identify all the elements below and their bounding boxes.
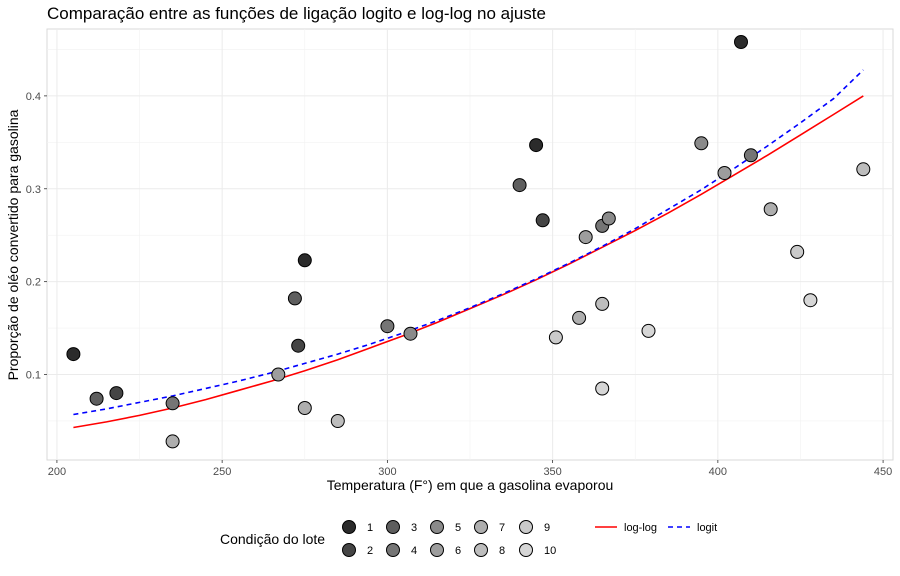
data-point-batch-5 [694,136,709,151]
legend-label-log-log: log-log [624,522,657,534]
data-point-batch-8 [856,162,871,177]
data-point-batch-7 [572,310,587,325]
data-point-batch-6 [578,230,593,245]
data-point-batch-5 [601,211,616,226]
legend-key-batch-9 [519,520,533,534]
data-point-batch-10 [641,323,656,338]
x-tick-label: 250 [213,466,231,478]
legend-lines: log-log logit [595,522,717,534]
x-tick-label: 400 [709,466,727,478]
data-point-batch-6 [717,166,732,180]
data-point-batch-1 [297,253,312,268]
y-axis: 0.1 0.2 0.3 0.4 [26,91,47,382]
y-tick-label: 0.1 [26,370,41,382]
legend-key-batch-5 [430,520,444,534]
legend-key-batch-6 [430,543,444,557]
fitted-curves [73,69,864,429]
legend-key-batch-3 [386,520,400,534]
plot-panel [46,28,894,461]
legend-points: 1 2 3 4 5 6 7 8 9 10 [342,520,556,557]
legend-key-batch-10 [519,543,533,557]
data-point-batch-4 [165,396,180,411]
grid [47,29,893,460]
x-axis: 200 250 300 350 400 450 [48,460,892,478]
legend-label-batch-7: 7 [499,522,505,534]
x-tick-label: 450 [874,466,892,478]
data-point-batch-5 [403,326,418,341]
data-point-batch-2 [291,338,306,353]
series-line-log-log [73,95,864,429]
data-point-batch-3 [512,178,527,193]
legend-label-batch-4: 4 [411,545,417,557]
legend-key-batch-2 [342,543,356,557]
legend-label-batch-9: 9 [544,522,550,534]
x-tick-label: 350 [543,466,561,478]
data-point-batch-3 [89,391,104,406]
data-point-batch-7 [165,434,180,449]
legend-label-batch-1: 1 [367,522,373,534]
x-tick-label: 200 [48,466,66,478]
data-points [66,35,871,449]
legend-title: Condição do lote [220,531,325,547]
data-point-batch-1 [529,138,544,153]
y-tick-label: 0.3 [26,184,41,196]
y-tick-label: 0.2 [26,277,41,289]
legend-key-batch-1 [342,520,356,534]
legend-key-batch-4 [386,543,400,557]
data-point-batch-9 [548,330,563,345]
data-point-batch-7 [763,202,778,217]
data-point-batch-4 [743,148,758,163]
data-point-batch-10 [595,381,610,396]
data-point-batch-3 [287,291,302,306]
legend-label-logit: logit [697,522,717,534]
data-point-batch-8 [330,414,345,428]
data-point-batch-9 [790,244,805,259]
data-point-batch-2 [109,386,124,401]
legend: Condição do lote 1 2 3 4 5 6 7 8 9 10 log-log logi… [220,520,717,557]
x-axis-title: Temperatura (F°) em que a gasolina evapo… [327,477,614,493]
y-axis-title: Proporção de oléo convertido para gasoli… [5,109,21,380]
legend-label-batch-3: 3 [411,522,417,534]
chart-title: Comparação entre as funções de ligação l… [47,4,546,23]
legend-key-batch-8 [474,543,488,557]
data-point-batch-2 [535,213,550,228]
legend-label-batch-5: 5 [455,522,461,534]
legend-label-batch-6: 6 [455,545,461,557]
legend-label-batch-10: 10 [544,545,556,557]
legend-key-batch-7 [474,520,488,534]
data-point-batch-1 [734,35,748,49]
data-point-batch-10 [803,293,818,308]
data-point-batch-8 [595,296,610,311]
data-point-batch-1 [66,347,81,362]
x-tick-label: 300 [378,466,396,478]
data-point-batch-7 [297,401,312,415]
data-point-batch-4 [380,319,395,334]
data-point-batch-6 [271,367,286,382]
legend-label-batch-8: 8 [499,545,505,557]
legend-label-batch-2: 2 [367,545,373,557]
y-tick-label: 0.4 [26,91,41,103]
